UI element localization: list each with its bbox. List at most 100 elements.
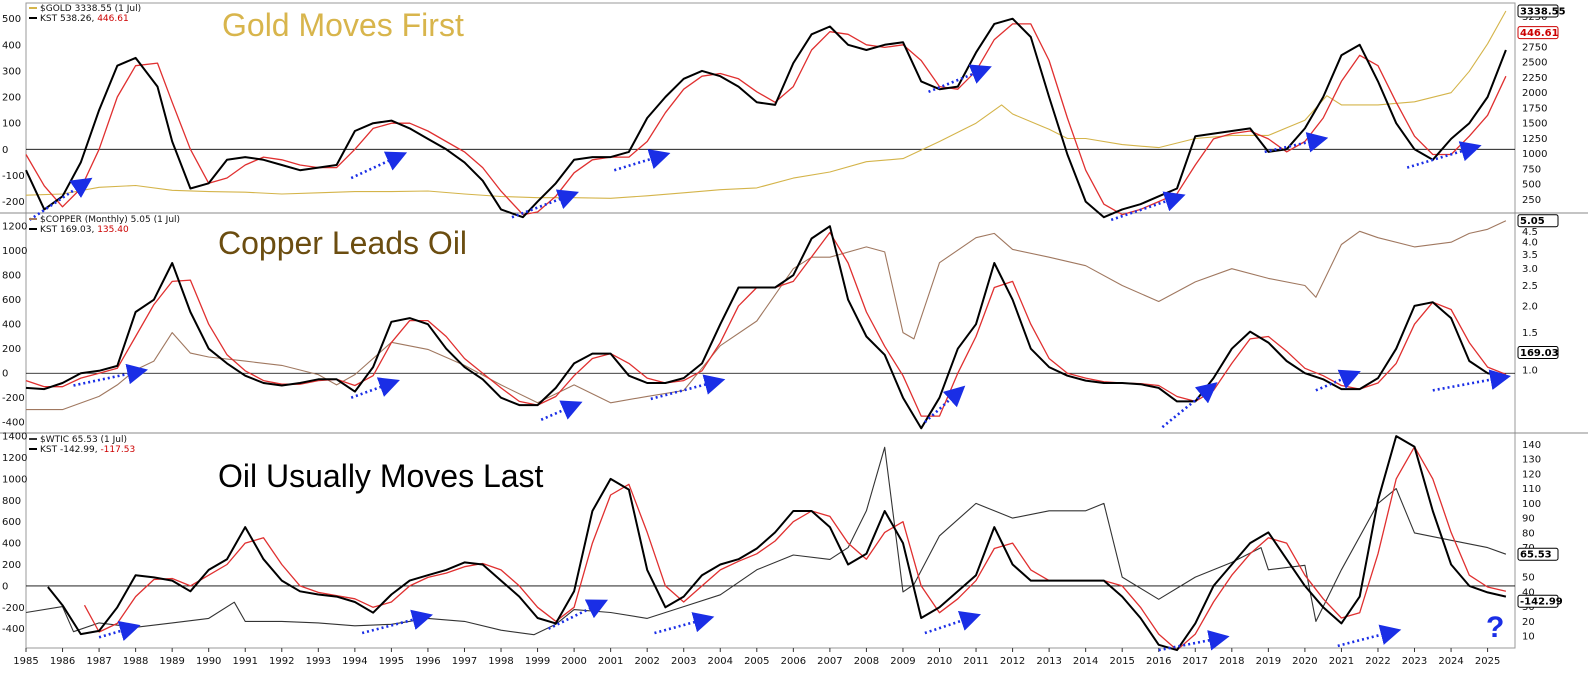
x-tick-label-14: 1999 — [525, 656, 550, 667]
x-tick-label-31: 2016 — [1146, 656, 1171, 667]
right-tick-label-2-2: 120 — [1522, 469, 1541, 480]
last-value-label-2-1: -142.99 — [1520, 597, 1563, 608]
x-tick-label-7: 1992 — [269, 656, 294, 667]
trend-arrow-2-6 — [1337, 624, 1402, 648]
right-tick-label-2-9: 50 — [1522, 573, 1535, 584]
left-tick-label-0-6: -100 — [2, 171, 25, 182]
right-tick-label-0-6: 1750 — [1522, 103, 1547, 114]
trend-arrow-2-2 — [547, 599, 609, 630]
trend-arrow-0-2 — [511, 189, 579, 219]
right-tick-label-0-11: 500 — [1522, 180, 1541, 191]
trend-arrow-0-7 — [1406, 141, 1482, 169]
right-tick-label-0-5: 2000 — [1522, 88, 1547, 99]
right-tick-label-2-1: 130 — [1522, 455, 1541, 466]
kst-line-2 — [47, 435, 1507, 652]
left-tick-label-1-4: 400 — [2, 320, 21, 331]
x-tick-label-37: 2022 — [1365, 656, 1390, 667]
last-value-box-2-1: -142.99 — [1517, 594, 1563, 608]
left-tick-label-0-0: 500 — [2, 14, 21, 25]
last-value-frame-1-1 — [1517, 346, 1559, 360]
right-tick-label-1-8: 1.0 — [1522, 365, 1538, 376]
legend-extra-value-2-1: -117.53 — [98, 445, 136, 455]
right-tick-label-0-4: 2250 — [1522, 73, 1547, 84]
right-tick-label-0-7: 1500 — [1522, 119, 1547, 130]
kst-signal-line-2 — [83, 446, 1507, 651]
left-tick-label-2-3: 800 — [2, 496, 21, 507]
x-tick-label-20: 2005 — [744, 656, 769, 667]
x-tick-label-3: 1988 — [123, 656, 148, 667]
left-tick-label-1-8: -400 — [2, 418, 25, 429]
trend-arrow-2-4 — [924, 610, 981, 635]
trend-arrow-2-1 — [361, 609, 433, 635]
x-tick-label-36: 2021 — [1329, 656, 1354, 667]
x-tick-label-33: 2018 — [1219, 656, 1244, 667]
trend-arrow-2-0 — [98, 621, 141, 641]
trend-arrow-2-5 — [1158, 630, 1230, 652]
last-value-frame-2-0 — [1517, 547, 1559, 561]
left-tick-label-2-5: 400 — [2, 539, 21, 550]
x-tick-label-23: 2008 — [854, 656, 879, 667]
left-tick-label-2-7: 0 — [2, 581, 8, 592]
right-tick-label-1-6: 2.0 — [1522, 302, 1538, 313]
legend-label-2-0: $WTIC 65.53 (1 Jul) — [40, 435, 127, 445]
legend-label-2-1: KST -142.99, -117.53 — [40, 445, 135, 455]
trend-arrow-0-1 — [350, 151, 408, 180]
right-tick-label-0-12: 250 — [1522, 195, 1541, 206]
left-tick-label-1-0: 1200 — [2, 222, 27, 233]
x-tick-label-32: 2017 — [1183, 656, 1208, 667]
left-tick-label-0-5: 0 — [2, 145, 8, 156]
last-value-box-1-0: 5.05 — [1517, 214, 1559, 228]
left-tick-label-2-2: 1000 — [2, 474, 27, 485]
right-tick-label-0-9: 1000 — [1522, 149, 1547, 160]
x-tick-label-8: 1993 — [306, 656, 331, 667]
last-value-box-1-1: 169.03 — [1517, 346, 1559, 360]
legend-extra-value-1-1: 135.40 — [94, 225, 129, 235]
x-tick-label-38: 2023 — [1402, 656, 1427, 667]
right-tick-label-1-7: 1.5 — [1522, 328, 1538, 339]
last-value-label-2-0: 65.53 — [1520, 550, 1552, 561]
x-tick-label-18: 2003 — [671, 656, 696, 667]
last-value-label-0-0: 3338.55 — [1520, 6, 1566, 17]
trend-arrow-1-3 — [650, 374, 726, 401]
last-value-label-1-1: 169.03 — [1520, 348, 1559, 359]
panel-title-1: Copper Leads Oil — [218, 225, 467, 261]
last-value-box-2-0: 65.53 — [1517, 547, 1559, 561]
left-tick-label-2-9: -400 — [2, 624, 25, 635]
trend-arrow-1-2 — [540, 400, 583, 421]
left-tick-label-0-4: 100 — [2, 119, 21, 130]
right-tick-label-2-4: 100 — [1522, 499, 1541, 510]
x-tick-label-39: 2024 — [1438, 656, 1463, 667]
x-tick-label-12: 1997 — [452, 656, 477, 667]
legend-extra-value-0-1: 446.61 — [94, 14, 128, 24]
last-value-frame-1-0 — [1517, 214, 1559, 228]
left-tick-label-1-6: 0 — [2, 369, 8, 380]
legend-label-0-0: $GOLD 3338.55 (1 Jul) — [40, 4, 141, 14]
x-tick-label-24: 2009 — [890, 656, 915, 667]
left-tick-label-1-3: 600 — [2, 295, 21, 306]
x-tick-label-4: 1989 — [159, 656, 184, 667]
x-tick-label-19: 2004 — [708, 656, 733, 667]
x-tick-label-11: 1996 — [415, 656, 440, 667]
last-value-frame-2-1 — [1517, 594, 1559, 608]
right-tick-label-2-6: 80 — [1522, 528, 1535, 539]
right-tick-label-1-5: 2.5 — [1522, 281, 1538, 292]
last-value-frame-0-0 — [1517, 4, 1559, 18]
x-tick-label-16: 2001 — [598, 656, 623, 667]
trend-arrow-0-3 — [613, 149, 671, 172]
question-mark-annotation: ? — [1486, 611, 1504, 644]
right-tick-label-2-3: 110 — [1522, 484, 1541, 495]
trend-arrow-1-6 — [1315, 369, 1361, 392]
x-tick-label-6: 1991 — [233, 656, 258, 667]
last-value-label-1-0: 5.05 — [1520, 216, 1545, 227]
x-tick-label-15: 2000 — [561, 656, 586, 667]
last-value-box-0-1: 446.61 — [1517, 26, 1559, 39]
last-value-label-0-1: 446.61 — [1520, 28, 1559, 39]
x-tick-label-40: 2025 — [1475, 656, 1500, 667]
x-tick-label-27: 2012 — [1000, 656, 1025, 667]
right-tick-label-1-2: 4.0 — [1522, 238, 1538, 249]
kst-line-0 — [25, 17, 1507, 219]
right-tick-label-0-10: 750 — [1522, 164, 1541, 175]
x-tick-label-2: 1987 — [86, 656, 111, 667]
